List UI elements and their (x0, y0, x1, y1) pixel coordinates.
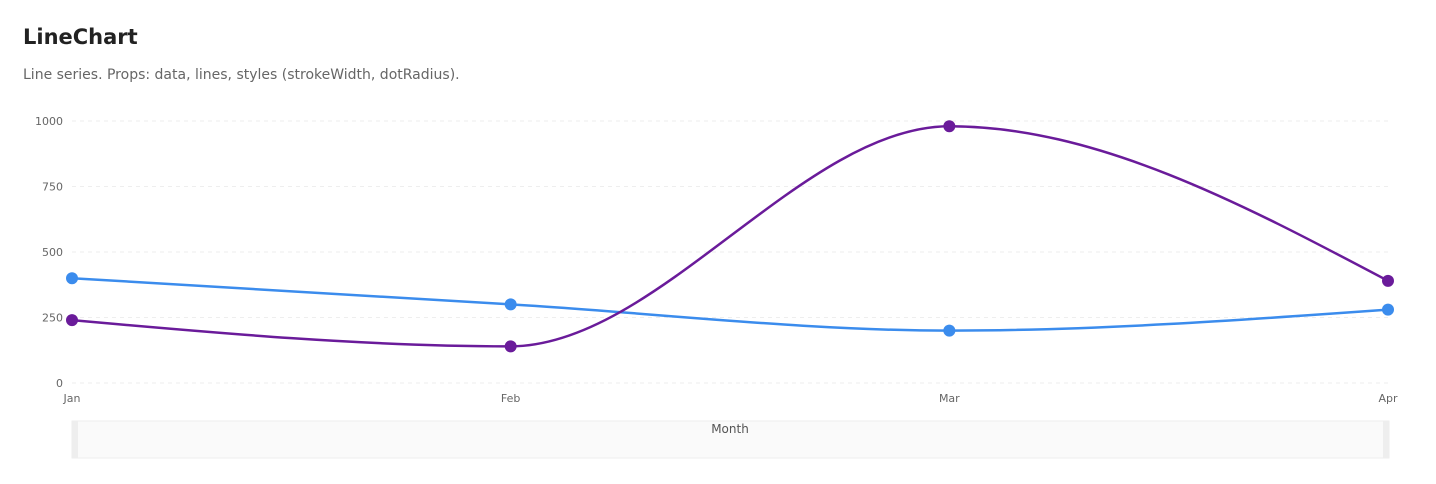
x-axis: Jan Feb Mar Apr (63, 392, 1398, 405)
line-chart: 0 250 500 750 1000 Jan Feb Mar Apr Month (0, 100, 1436, 470)
series-line-1 (72, 278, 1388, 330)
brush-panel[interactable]: Month (72, 421, 1389, 458)
grid-lines (72, 121, 1388, 383)
series-1-dot (66, 272, 78, 284)
y-axis: 0 250 500 750 1000 (35, 115, 63, 390)
series-lines (72, 126, 1388, 346)
series-1-dot (1382, 304, 1394, 316)
series-2-dot (943, 120, 955, 132)
x-axis-label: Month (711, 422, 749, 436)
x-tick-label: Feb (501, 392, 520, 405)
chart-description: Line series. Props: data, lines, styles … (23, 67, 460, 83)
y-tick-label: 0 (56, 377, 63, 390)
y-tick-label: 500 (42, 246, 63, 259)
series-line-2 (72, 126, 1388, 346)
y-tick-label: 750 (42, 181, 63, 194)
series-2-dot (66, 314, 78, 326)
brush-handle-left[interactable] (72, 421, 78, 458)
y-tick-label: 250 (42, 312, 63, 325)
chart-title: LineChart (23, 25, 138, 49)
x-tick-label: Jan (63, 392, 81, 405)
x-tick-label: Mar (939, 392, 960, 405)
y-tick-label: 1000 (35, 115, 63, 128)
series-2-dot (1382, 275, 1394, 287)
brush-handle-right[interactable] (1383, 421, 1389, 458)
series-2-dot (505, 340, 517, 352)
x-tick-label: Apr (1378, 392, 1398, 405)
series-1-dot (943, 325, 955, 337)
series-1-dot (505, 298, 517, 310)
